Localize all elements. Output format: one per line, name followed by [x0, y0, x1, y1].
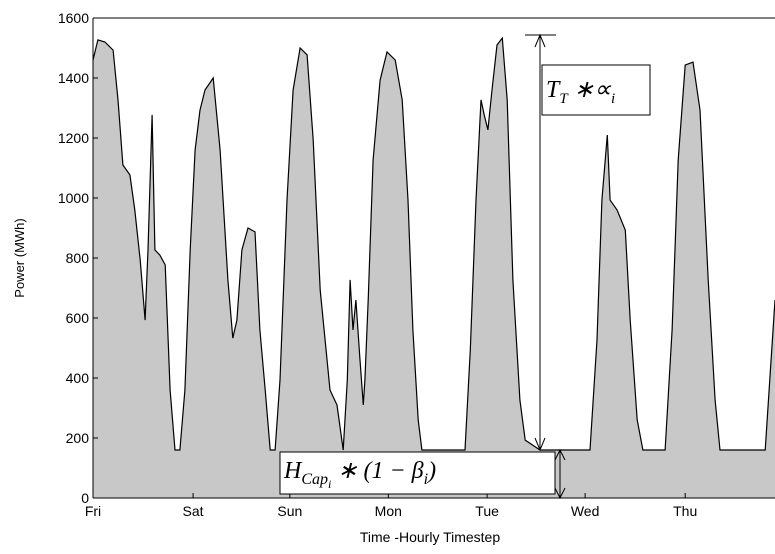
- x-tick-label: Wed: [571, 503, 600, 519]
- y-tick-label: 1400: [58, 70, 89, 86]
- y-tick-label: 600: [66, 310, 90, 326]
- arrow-head: [534, 437, 546, 452]
- x-tick-label: Sat: [183, 503, 204, 519]
- arrow-head: [554, 487, 566, 500]
- x-axis-title: Time -Hourly Timestep: [360, 529, 501, 545]
- annotation-box: [541, 64, 651, 116]
- y-tick-label: 400: [66, 370, 90, 386]
- x-tick-label: Thu: [673, 503, 697, 519]
- area: [93, 38, 775, 498]
- y-tick-label: 0: [81, 490, 89, 506]
- x-tick-label: Fri: [85, 503, 101, 519]
- y-tick-label: 1600: [58, 10, 89, 26]
- y-tick-label: 800: [66, 250, 90, 266]
- y-tick-label: 200: [66, 430, 90, 446]
- arrow-head: [534, 33, 546, 48]
- y-tick-label: 1200: [58, 130, 89, 146]
- y-tick-label: 1000: [58, 190, 89, 206]
- arrow-head: [554, 448, 566, 461]
- y-axis-title: Power (MWh): [12, 218, 27, 297]
- x-tick-label: Sun: [277, 503, 302, 519]
- annotation: TT ∗∝i: [546, 77, 615, 107]
- x-tick-label: Tue: [475, 503, 499, 519]
- line: [92, 36, 775, 451]
- annotation-box: [279, 451, 556, 495]
- x-tick-label: Mon: [375, 503, 402, 519]
- plot-area: 0 200 400 600 800 1000 1200 1400 1600 Fri Sat Sun Mo…: [58, 10, 775, 519]
- annotation: HCapi ∗ (1 − βi): [283, 458, 436, 491]
